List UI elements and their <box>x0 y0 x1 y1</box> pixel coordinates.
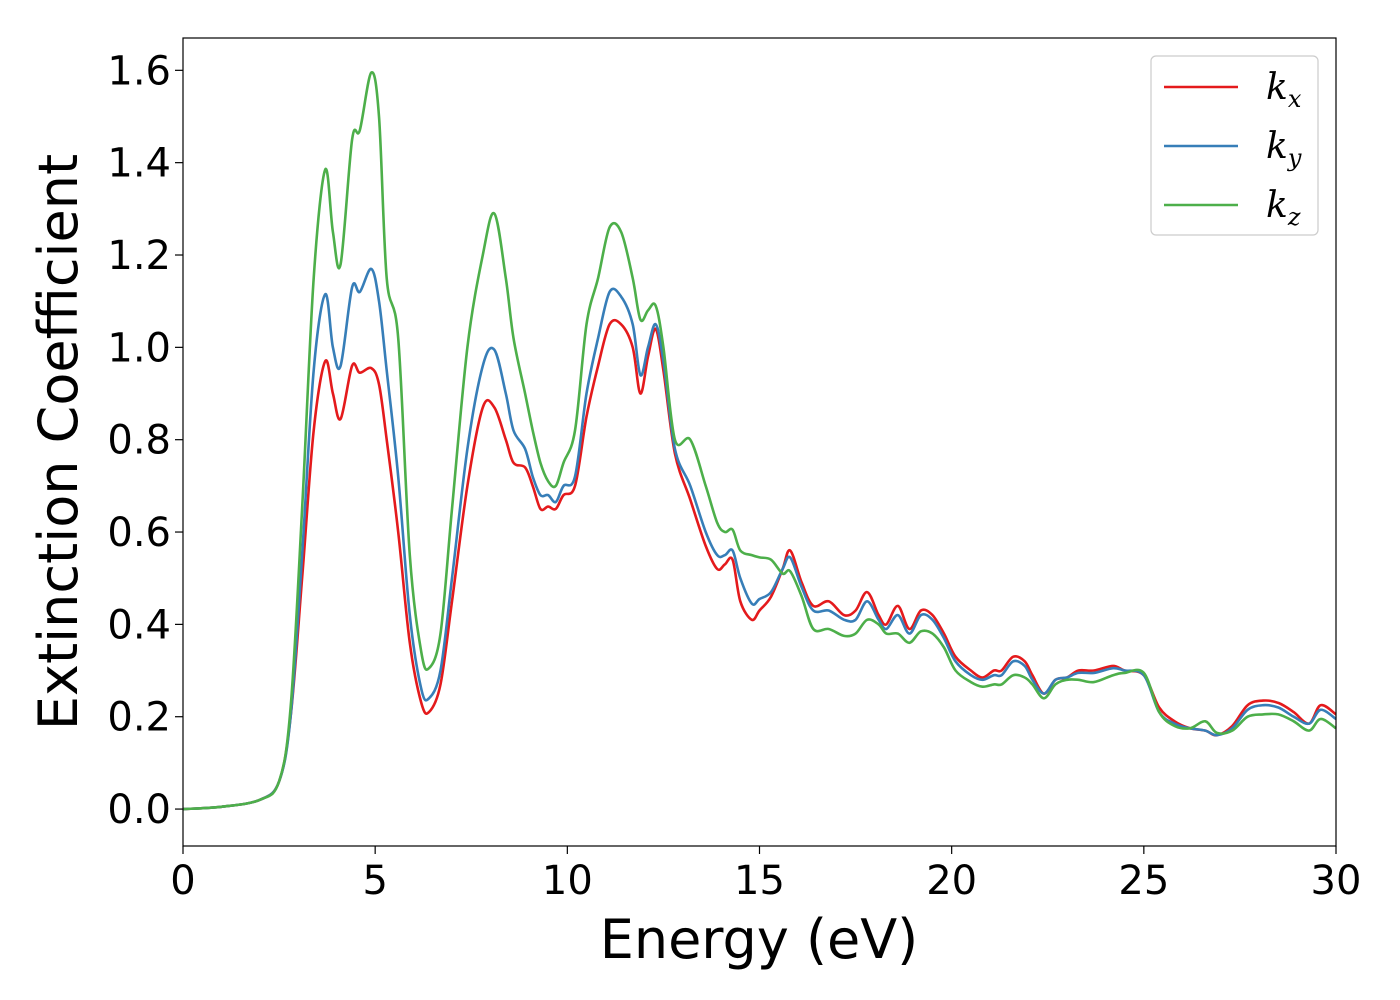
legend-label-kz: kz <box>1266 185 1301 231</box>
y-axis-label: Extinction Coefficient <box>27 154 90 730</box>
y-tick-label: 1.2 <box>107 233 171 279</box>
y-tick-label: 1.0 <box>107 325 171 371</box>
x-tick-label: 25 <box>1118 858 1169 904</box>
y-tick-label: 1.4 <box>107 141 171 187</box>
x-tick-label: 5 <box>362 858 387 904</box>
x-tick-label: 30 <box>1311 858 1362 904</box>
y-tick-label: 0.2 <box>107 695 171 741</box>
x-axis-label: Energy (eV) <box>600 908 919 971</box>
series-line-kz <box>182 71 1337 811</box>
y-tick-label: 0.0 <box>107 787 171 833</box>
x-tick-label: 10 <box>542 858 593 904</box>
legend: kx ky kz <box>1150 55 1319 236</box>
plot-area <box>183 38 1336 846</box>
y-axis: 0.0 0.2 0.4 0.6 0.8 1.0 1.2 1.4 1.6 <box>107 48 183 833</box>
x-tick-label: 15 <box>734 858 785 904</box>
y-tick-label: 0.4 <box>107 602 171 648</box>
legend-label-kx: kx <box>1266 67 1302 113</box>
x-tick-label: 20 <box>926 858 977 904</box>
series-line-ky <box>182 267 1337 811</box>
series-layer <box>182 71 1337 811</box>
y-tick-label: 0.6 <box>107 510 171 556</box>
x-tick-label: 0 <box>170 858 195 904</box>
x-axis: 0 5 10 15 20 25 30 <box>170 846 1361 904</box>
y-tick-label: 1.6 <box>107 48 171 94</box>
y-tick-label: 0.8 <box>107 418 171 464</box>
series-line-kx <box>182 318 1337 811</box>
legend-label-ky: ky <box>1266 126 1302 172</box>
